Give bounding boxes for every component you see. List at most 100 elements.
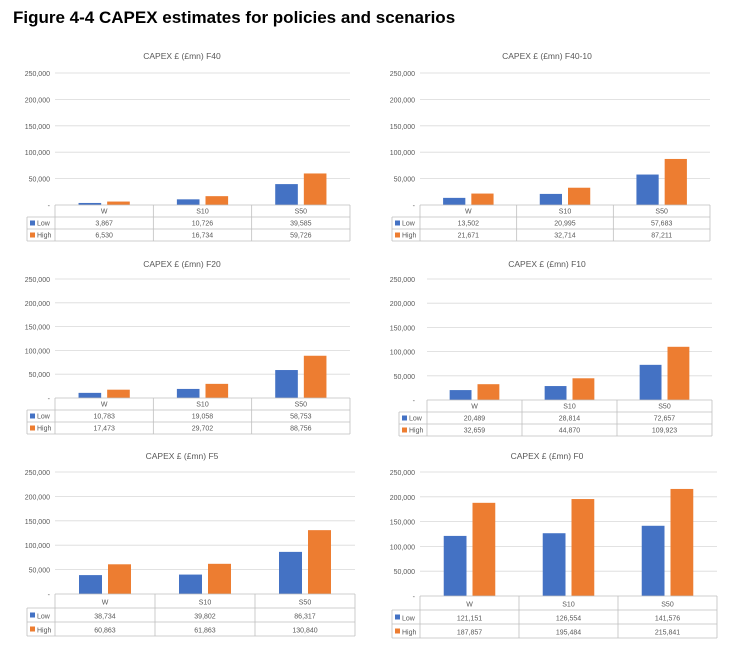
legend-label: High: [37, 233, 52, 240]
category-label: S50: [661, 602, 674, 609]
y-tick-label: 100,000: [390, 150, 415, 157]
y-tick-label: 50,000: [394, 374, 416, 381]
bar-low: [78, 392, 102, 398]
y-tick-label: 150,000: [390, 520, 415, 527]
data-table-value: 6,530: [95, 233, 113, 240]
bar-high: [308, 530, 331, 594]
y-tick-label: 250,000: [390, 470, 415, 477]
data-table-value: 38,734: [94, 614, 116, 621]
bar-high: [568, 187, 591, 205]
data-table-value: 19,058: [192, 414, 214, 421]
y-tick-label: 200,000: [390, 97, 415, 104]
category-label: W: [466, 602, 473, 609]
bar-low: [275, 370, 298, 398]
y-tick-label: 250,000: [390, 277, 415, 284]
y-tick-label: 200,000: [390, 495, 415, 502]
bar-high: [107, 201, 130, 205]
y-tick-label: 200,000: [25, 494, 50, 501]
bar-chart-f40: CAPEX £ (£mn) F40 250,000 200,000 150,000 10…: [25, 51, 351, 242]
y-tick-label: 50,000: [29, 568, 51, 575]
y-tick-label: 100,000: [390, 350, 415, 357]
y-tick-label: 150,000: [390, 325, 415, 332]
y-tick-label: 250,000: [390, 71, 415, 78]
data-table-value: 21,671: [458, 233, 480, 240]
legend-key-low: [30, 413, 35, 419]
category-label: S50: [658, 404, 671, 411]
chart-panel-f20: CAPEX £ (£mn) F20 250,000 200,000 150,000 10…: [0, 252, 364, 447]
data-table-value: 141,576: [655, 616, 680, 623]
bar-high: [477, 384, 500, 400]
bar-low: [443, 197, 466, 205]
data-table-value: 20,995: [554, 221, 576, 228]
y-tick-label: 200,000: [25, 301, 50, 308]
category-label: W: [101, 402, 108, 409]
bar-high: [205, 383, 229, 398]
y-tick-label: 250,000: [25, 470, 50, 477]
legend-key-low: [395, 220, 400, 226]
bar-high: [107, 389, 130, 398]
category-label: W: [102, 600, 109, 607]
bar-high: [572, 378, 595, 400]
data-table-value: 28,814: [559, 416, 581, 423]
data-table-value: 13,502: [458, 221, 480, 228]
data-table-value: 10,726: [192, 221, 214, 228]
bar-high: [205, 196, 229, 205]
y-tick-label: 100,000: [25, 348, 50, 355]
data-table-value: 39,585: [290, 221, 312, 228]
chart-title: CAPEX £ (£mn) F20: [143, 259, 221, 269]
category-label: S50: [655, 209, 668, 216]
bar-chart-f0: CAPEX £ (£mn) F0 250,000 200,000 150,000 100…: [390, 451, 718, 639]
data-table-value: 195,484: [556, 630, 581, 637]
bar-low: [443, 535, 467, 596]
legend-key-low: [395, 614, 400, 620]
bar-chart-f40-10: CAPEX £ (£mn) F40-10 250,000 200,000 150,00…: [390, 51, 711, 242]
data-table-value: 86,317: [294, 614, 316, 621]
category-label: W: [465, 209, 472, 216]
bar-chart-f5: CAPEX £ (£mn) F5 250,000 200,000 150,000 100…: [25, 451, 356, 637]
bar-low: [544, 386, 567, 400]
y-tick-label: -: [48, 592, 51, 599]
bar-chart-f20: CAPEX £ (£mn) F20 250,000 200,000 150,000 10…: [25, 259, 351, 435]
bar-high: [667, 346, 690, 400]
y-tick-label: -: [48, 396, 51, 403]
legend-label: Low: [37, 221, 51, 228]
data-table-value: 126,554: [556, 616, 581, 623]
legend-key-high: [402, 427, 407, 433]
page-title: Figure 4-4 CAPEX estimates for policies …: [13, 8, 456, 27]
y-tick-label: 150,000: [390, 124, 415, 131]
y-tick-label: 50,000: [394, 569, 416, 576]
legend-key-low: [30, 612, 35, 618]
y-tick-label: 100,000: [25, 543, 50, 550]
chart-panel-f10: CAPEX £ (£mn) F10 250,000 200,000 150,000 10…: [365, 252, 729, 447]
chart-panel-f5: CAPEX £ (£mn) F5 250,000 200,000 150,000 100…: [0, 444, 364, 650]
category-label: S10: [196, 402, 209, 409]
legend-key-high: [30, 425, 35, 431]
data-table-value: 57,683: [651, 221, 673, 228]
legend-label: Low: [402, 616, 416, 623]
category-label: S50: [295, 402, 308, 409]
legend-label: High: [402, 630, 417, 637]
y-tick-label: 150,000: [25, 519, 50, 526]
data-table-value: 10,783: [93, 414, 115, 421]
category-label: S10: [199, 600, 212, 607]
data-table-value: 130,840: [292, 628, 317, 635]
bar-low: [539, 193, 562, 205]
category-label: S10: [562, 602, 575, 609]
data-table-value: 32,659: [464, 428, 486, 435]
legend-key-high: [395, 628, 400, 634]
bar-low: [79, 575, 102, 594]
data-table-value: 121,151: [457, 616, 482, 623]
bar-high: [303, 355, 327, 398]
data-table-value: 109,923: [652, 428, 677, 435]
y-tick-label: 250,000: [25, 71, 50, 78]
data-table-value: 29,702: [192, 426, 214, 433]
y-tick-label: 200,000: [25, 97, 50, 104]
bar-high: [472, 502, 496, 596]
legend-label: Low: [37, 614, 51, 621]
y-tick-label: 150,000: [25, 325, 50, 332]
data-table-value: 3,867: [95, 221, 113, 228]
bar-high: [670, 488, 694, 596]
chart-panel-f40: CAPEX £ (£mn) F40 250,000 200,000 150,000 10…: [0, 44, 364, 254]
legend-label: Low: [37, 414, 51, 421]
data-table-value: 44,870: [559, 428, 581, 435]
